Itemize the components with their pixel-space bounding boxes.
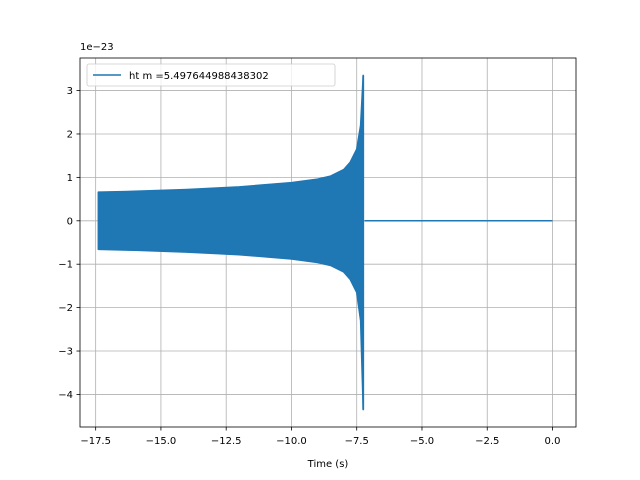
y-tick-label: −4 xyxy=(58,390,73,401)
x-tick-label: −17.5 xyxy=(80,436,111,447)
y-tick-label: −2 xyxy=(58,303,73,314)
plot-frame xyxy=(79,57,577,428)
y-axis: −4 −3 −2 −1 0 1 2 3 xyxy=(58,86,80,401)
y-tick-label: 0 xyxy=(67,216,73,227)
x-axis-label: Time (s) xyxy=(307,459,349,470)
legend: ht m =5.497644988438302 xyxy=(86,63,336,87)
y-offset-text: 1e−23 xyxy=(80,42,114,53)
y-tick-label: −3 xyxy=(58,347,73,358)
x-tick-label: −12.5 xyxy=(211,436,242,447)
y-tick-label: 2 xyxy=(67,129,73,140)
x-tick-label: −15.0 xyxy=(146,436,177,447)
y-tick-label: 3 xyxy=(67,86,73,97)
series-layer xyxy=(97,74,553,411)
y-tick-label: 1 xyxy=(67,173,73,184)
legend-entry: ht m =5.497644988438302 xyxy=(129,71,269,82)
x-tick-label: −7.5 xyxy=(345,436,369,447)
y-tick-label: −1 xyxy=(58,260,73,271)
x-tick-label: −2.5 xyxy=(475,436,499,447)
x-tick-label: −10.0 xyxy=(276,436,307,447)
legend-box xyxy=(86,63,336,87)
x-tick-label: −5.0 xyxy=(410,436,434,447)
x-tick-label: 0.0 xyxy=(545,436,561,447)
x-axis: −17.5 −15.0 −12.5 −10.0 −7.5 −5.0 −2.5 0.0 xyxy=(80,427,560,447)
series-envelope xyxy=(97,74,364,411)
